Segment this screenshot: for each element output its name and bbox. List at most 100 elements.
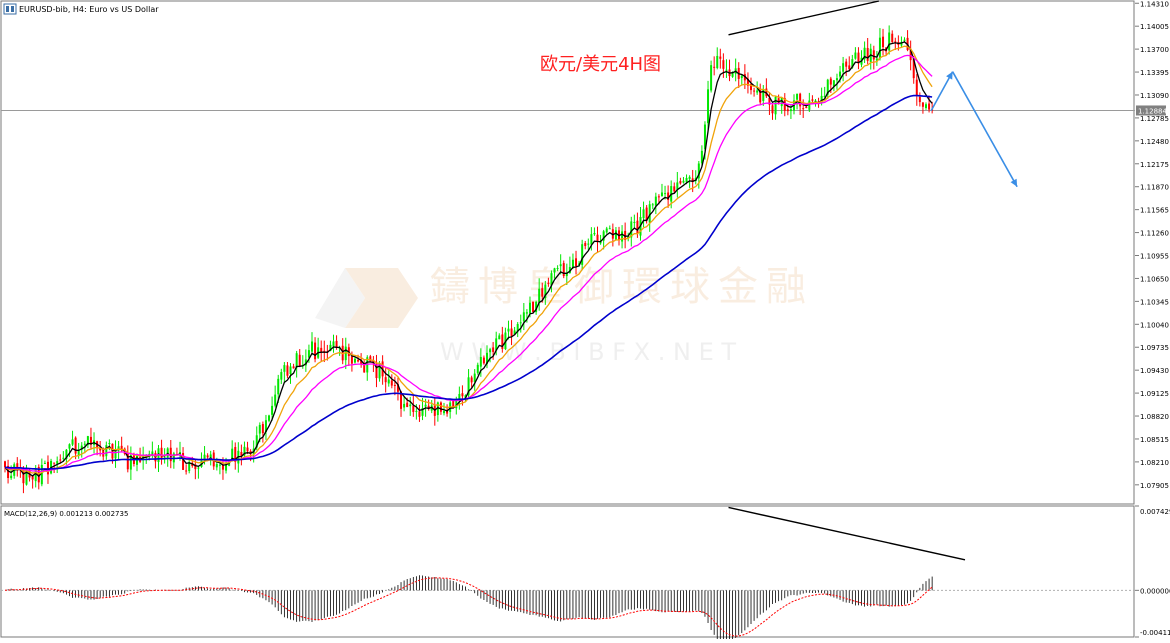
candle-body bbox=[261, 424, 264, 434]
candle-body bbox=[903, 39, 906, 41]
candle-body bbox=[443, 411, 446, 414]
candle-body bbox=[215, 463, 218, 468]
candle-body bbox=[605, 228, 608, 233]
candle-body bbox=[740, 75, 743, 79]
candle-body bbox=[396, 384, 399, 392]
candle-body bbox=[268, 415, 271, 421]
candle-body bbox=[59, 459, 62, 461]
candle-body bbox=[452, 400, 455, 408]
price-tick-label: 1.08820 bbox=[1140, 413, 1169, 421]
price-tick-label: 1.13090 bbox=[1140, 92, 1169, 100]
candle-body bbox=[731, 71, 734, 77]
candle-body bbox=[753, 90, 756, 92]
candle-body bbox=[657, 196, 660, 198]
candle-body bbox=[528, 302, 531, 314]
candle-body bbox=[353, 358, 356, 363]
candle-body bbox=[31, 475, 34, 480]
candle-body bbox=[467, 377, 470, 396]
candle-body bbox=[750, 84, 753, 91]
candle-body bbox=[387, 379, 390, 384]
candle-body bbox=[510, 328, 513, 336]
candle-body bbox=[357, 360, 360, 362]
candle-body bbox=[630, 221, 633, 238]
candle-body bbox=[120, 445, 123, 450]
candle-body bbox=[274, 394, 277, 406]
candle-body bbox=[866, 48, 869, 61]
candle-body bbox=[541, 288, 544, 297]
candle-body bbox=[218, 464, 221, 466]
candle-body bbox=[845, 61, 848, 67]
candle-body bbox=[636, 220, 639, 235]
candle-body bbox=[194, 464, 197, 470]
candle-body bbox=[243, 446, 246, 456]
watermark-logo-icon bbox=[345, 268, 418, 328]
candle-body bbox=[7, 465, 10, 478]
candle-body bbox=[492, 347, 495, 352]
candle-body bbox=[532, 301, 535, 312]
candle-body bbox=[805, 106, 808, 109]
candle-body bbox=[129, 455, 132, 470]
candle-body bbox=[473, 373, 476, 382]
macd-tick-label: -0.00411 bbox=[1140, 629, 1170, 637]
candle-body bbox=[654, 196, 657, 206]
candle-body bbox=[102, 448, 105, 457]
candle-body bbox=[393, 385, 396, 387]
price-tick-label: 1.11260 bbox=[1140, 230, 1169, 238]
candle-body bbox=[286, 365, 289, 376]
price-tick-label: 1.08515 bbox=[1140, 436, 1169, 444]
macd-label: MACD(12,26,9) 0.001213 0.002735 bbox=[4, 510, 128, 518]
candle-body bbox=[660, 192, 663, 197]
candle-body bbox=[40, 464, 43, 485]
candle-body bbox=[350, 356, 353, 364]
macd-tick-label: 0.007429 bbox=[1140, 508, 1170, 516]
candle-body bbox=[482, 357, 485, 364]
candle-body bbox=[746, 78, 749, 86]
candle-body bbox=[458, 393, 461, 401]
candle-body bbox=[565, 273, 568, 277]
candle-body bbox=[406, 402, 409, 408]
candle-body bbox=[596, 234, 599, 243]
candle-body bbox=[277, 378, 280, 395]
candle-body bbox=[584, 243, 587, 247]
candle-body bbox=[593, 232, 596, 235]
candle-body bbox=[826, 79, 829, 95]
candle-body bbox=[547, 282, 550, 284]
candle-body bbox=[811, 99, 814, 101]
candle-body bbox=[722, 60, 725, 69]
candle-body bbox=[556, 268, 559, 270]
candle-body bbox=[519, 322, 522, 324]
candle-body bbox=[188, 461, 191, 472]
macd-tick-label: 0.000000 bbox=[1140, 587, 1170, 595]
candle-body bbox=[185, 470, 188, 472]
candle-body bbox=[863, 47, 866, 60]
candle-body bbox=[126, 452, 129, 470]
candle-body bbox=[676, 182, 679, 190]
candle-body bbox=[34, 468, 37, 482]
candle-body bbox=[424, 404, 427, 407]
candle-body bbox=[525, 312, 528, 314]
candle-body bbox=[99, 447, 102, 451]
candle-body bbox=[400, 391, 403, 409]
candle-body bbox=[283, 365, 286, 372]
candle-body bbox=[835, 78, 838, 81]
candle-body bbox=[304, 359, 307, 366]
candle-body bbox=[550, 273, 553, 286]
candle-body bbox=[685, 177, 688, 182]
trend-lines bbox=[728, 0, 880, 36]
candle-body bbox=[314, 342, 317, 360]
candle-body bbox=[258, 424, 261, 434]
macd-trend-line bbox=[728, 506, 966, 561]
candle-body bbox=[707, 89, 710, 124]
candle-body bbox=[390, 380, 393, 386]
macd-plot-frame bbox=[0, 505, 1135, 638]
candle-body bbox=[513, 330, 516, 335]
candle-body bbox=[568, 267, 571, 273]
candle-body bbox=[915, 79, 918, 96]
candle-body bbox=[553, 268, 556, 273]
current-price-label: 1.12884 bbox=[1138, 107, 1167, 115]
candle-body bbox=[89, 436, 92, 445]
candle-body bbox=[80, 445, 83, 450]
candle-body bbox=[46, 461, 49, 475]
